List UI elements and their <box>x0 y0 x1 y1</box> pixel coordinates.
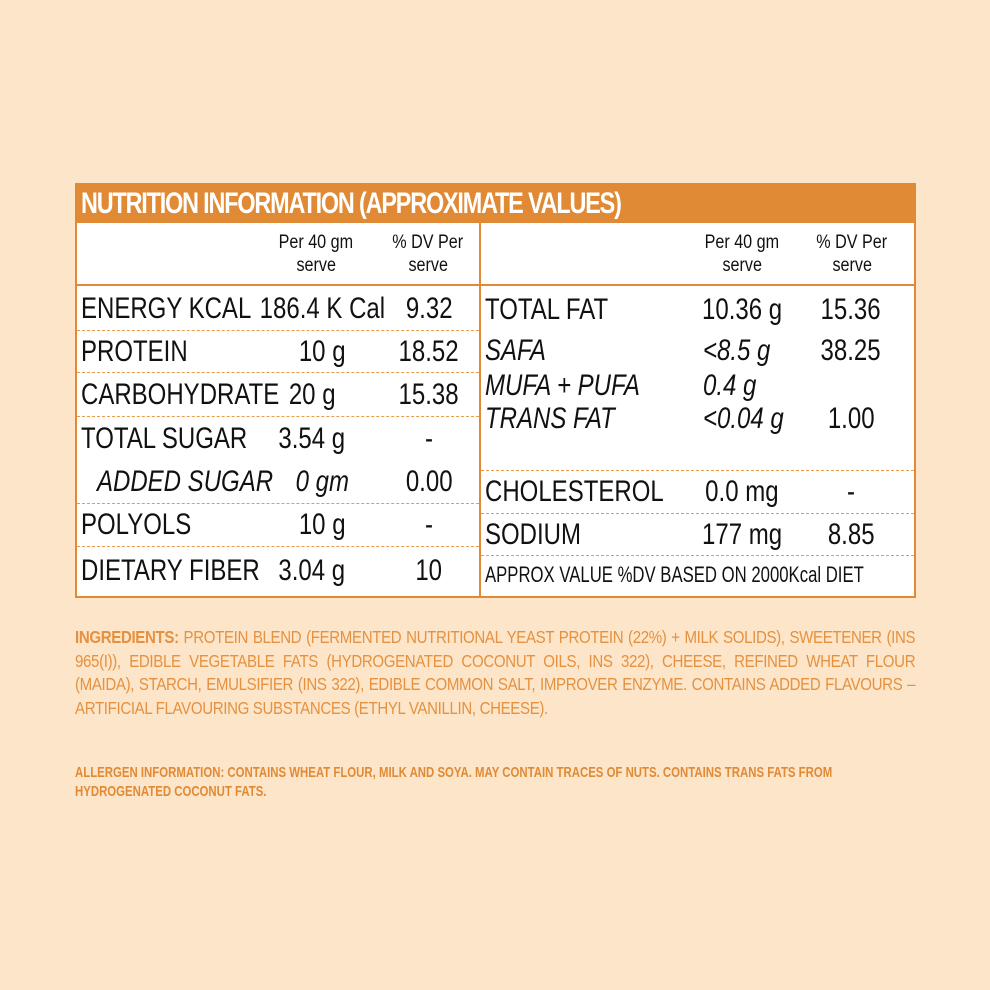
nutrient-amount: <0.04 g <box>703 402 784 435</box>
nutrient-dv: 9.32 <box>405 292 453 325</box>
dv-footnote-row: APPROX VALUE %DV BASED ON 2000Kcal DIET <box>481 556 914 594</box>
dv-header: % DV Per serve <box>816 232 888 276</box>
nutrient-dv: 1.00 <box>827 402 875 435</box>
nutrient-dv <box>801 371 901 401</box>
nutrient-dv: - <box>425 422 433 455</box>
ingredients-section: INGREDIENTS: PROTEIN BLEND (FERMENTED NU… <box>75 626 916 720</box>
nutrient-dv: 15.38 <box>398 377 460 411</box>
per-serve-header: Per 40 gm serve <box>278 232 354 276</box>
nutrient-amount: 0 gm <box>295 465 349 498</box>
nutrient-label: POLYOLS <box>81 508 192 541</box>
nutrient-row-mufa-pufa: MUFA + PUFA 0.4 g <box>481 369 914 402</box>
nutrient-amount: 10 g <box>298 508 346 541</box>
nutrient-row-energy: ENERGY KCAL 186.4 K Cal 9.32 <box>77 288 479 331</box>
ingredients-heading: INGREDIENTS: <box>75 627 179 647</box>
nutrient-dv: 15.36 <box>820 292 882 326</box>
nutrient-row-cholesterol: CHOLESTEROL 0.0 mg - <box>481 471 914 514</box>
nutrient-row-safa: SAFA <8.5 g 38.25 <box>481 331 914 371</box>
nutrient-amount: 186.4 K Cal <box>259 292 385 325</box>
nutrient-dv: - <box>425 508 433 541</box>
nutrient-dv: 18.52 <box>398 334 460 368</box>
nutrient-amount: 0.0 mg <box>705 475 779 508</box>
nutrient-label: SAFA <box>485 334 546 367</box>
nutrient-label: CARBOHYDRATE <box>81 377 280 411</box>
nutrient-row-total-fat: TOTAL FAT 10.36 g 15.36 <box>481 288 914 331</box>
dv-footnote: APPROX VALUE %DV BASED ON 2000Kcal DIET <box>485 562 864 587</box>
dv-header: % DV Per serve <box>392 232 464 276</box>
nutrient-row-trans-fat: TRANS FAT <0.04 g 1.00 <box>481 401 914 471</box>
nutrition-left-half: Per 40 gm serve % DV Per serve ENERGY KC… <box>77 223 479 596</box>
nutrient-label: DIETARY FIBER <box>81 553 260 587</box>
nutrient-label: SODIUM <box>485 517 581 551</box>
nutrient-row-polyols: POLYOLS 10 g - <box>77 504 479 547</box>
nutrient-dv: 0.00 <box>405 465 453 498</box>
per-serve-header: Per 40 gm serve <box>704 232 780 276</box>
nutrient-amount: 3.54 g <box>278 422 346 455</box>
nutrient-row-sodium: SODIUM 177 mg 8.85 <box>481 514 914 556</box>
nutrient-label: TOTAL SUGAR <box>81 422 248 455</box>
allergen-text: ALLERGEN INFORMATION: CONTAINS WHEAT FLO… <box>75 764 833 800</box>
nutrient-dv: 10 <box>415 553 443 587</box>
nutrition-table: NUTRITION INFORMATION (APPROXIMATE VALUE… <box>75 183 916 598</box>
nutrient-row-total-sugar: TOTAL SUGAR 3.54 g - <box>77 417 479 461</box>
ingredients-text: PROTEIN BLEND (FERMENTED NUTRITIONAL YEA… <box>75 627 916 718</box>
nutrient-label: TOTAL FAT <box>485 292 609 326</box>
allergen-section: ALLERGEN INFORMATION: CONTAINS WHEAT FLO… <box>75 763 915 801</box>
nutrient-amount: 3.04 g <box>278 553 346 587</box>
nutrient-amount: 177 mg <box>701 517 783 551</box>
nutrient-row-added-sugar: ADDED SUGAR 0 gm 0.00 <box>77 461 479 504</box>
column-header-row: Per 40 gm serve % DV Per serve <box>77 223 479 286</box>
nutrient-dv: 38.25 <box>820 334 882 367</box>
nutrient-label: CHOLESTEROL <box>485 475 664 508</box>
nutrient-label: MUFA + PUFA <box>485 369 640 402</box>
nutrient-label: PROTEIN <box>81 334 188 368</box>
nutrient-amount: 20 g <box>288 377 336 411</box>
nutrient-amount: <8.5 g <box>703 334 771 367</box>
column-header-row: Per 40 gm serve % DV Per serve <box>481 223 914 286</box>
nutrient-amount: 10.36 g <box>701 292 783 326</box>
nutrient-row-protein: PROTEIN 10 g 18.52 <box>77 331 479 373</box>
nutrient-row-carbohydrate: CARBOHYDRATE 20 g 15.38 <box>77 373 479 417</box>
column-divider <box>479 223 481 596</box>
nutrient-dv: - <box>847 475 855 508</box>
nutrition-right-half: Per 40 gm serve % DV Per serve TOTAL FAT… <box>481 223 914 596</box>
nutrient-label: ADDED SUGAR <box>97 465 274 498</box>
nutrient-amount: 0.4 g <box>703 369 757 402</box>
nutrient-label: TRANS FAT <box>485 402 615 435</box>
nutrient-label: ENERGY KCAL <box>81 292 252 325</box>
nutrient-amount: 10 g <box>298 334 346 368</box>
nutrient-dv: 8.85 <box>827 517 875 551</box>
nutrition-title: NUTRITION INFORMATION (APPROXIMATE VALUE… <box>77 185 914 223</box>
nutrient-row-dietary-fiber: DIETARY FIBER 3.04 g 10 <box>77 547 479 594</box>
